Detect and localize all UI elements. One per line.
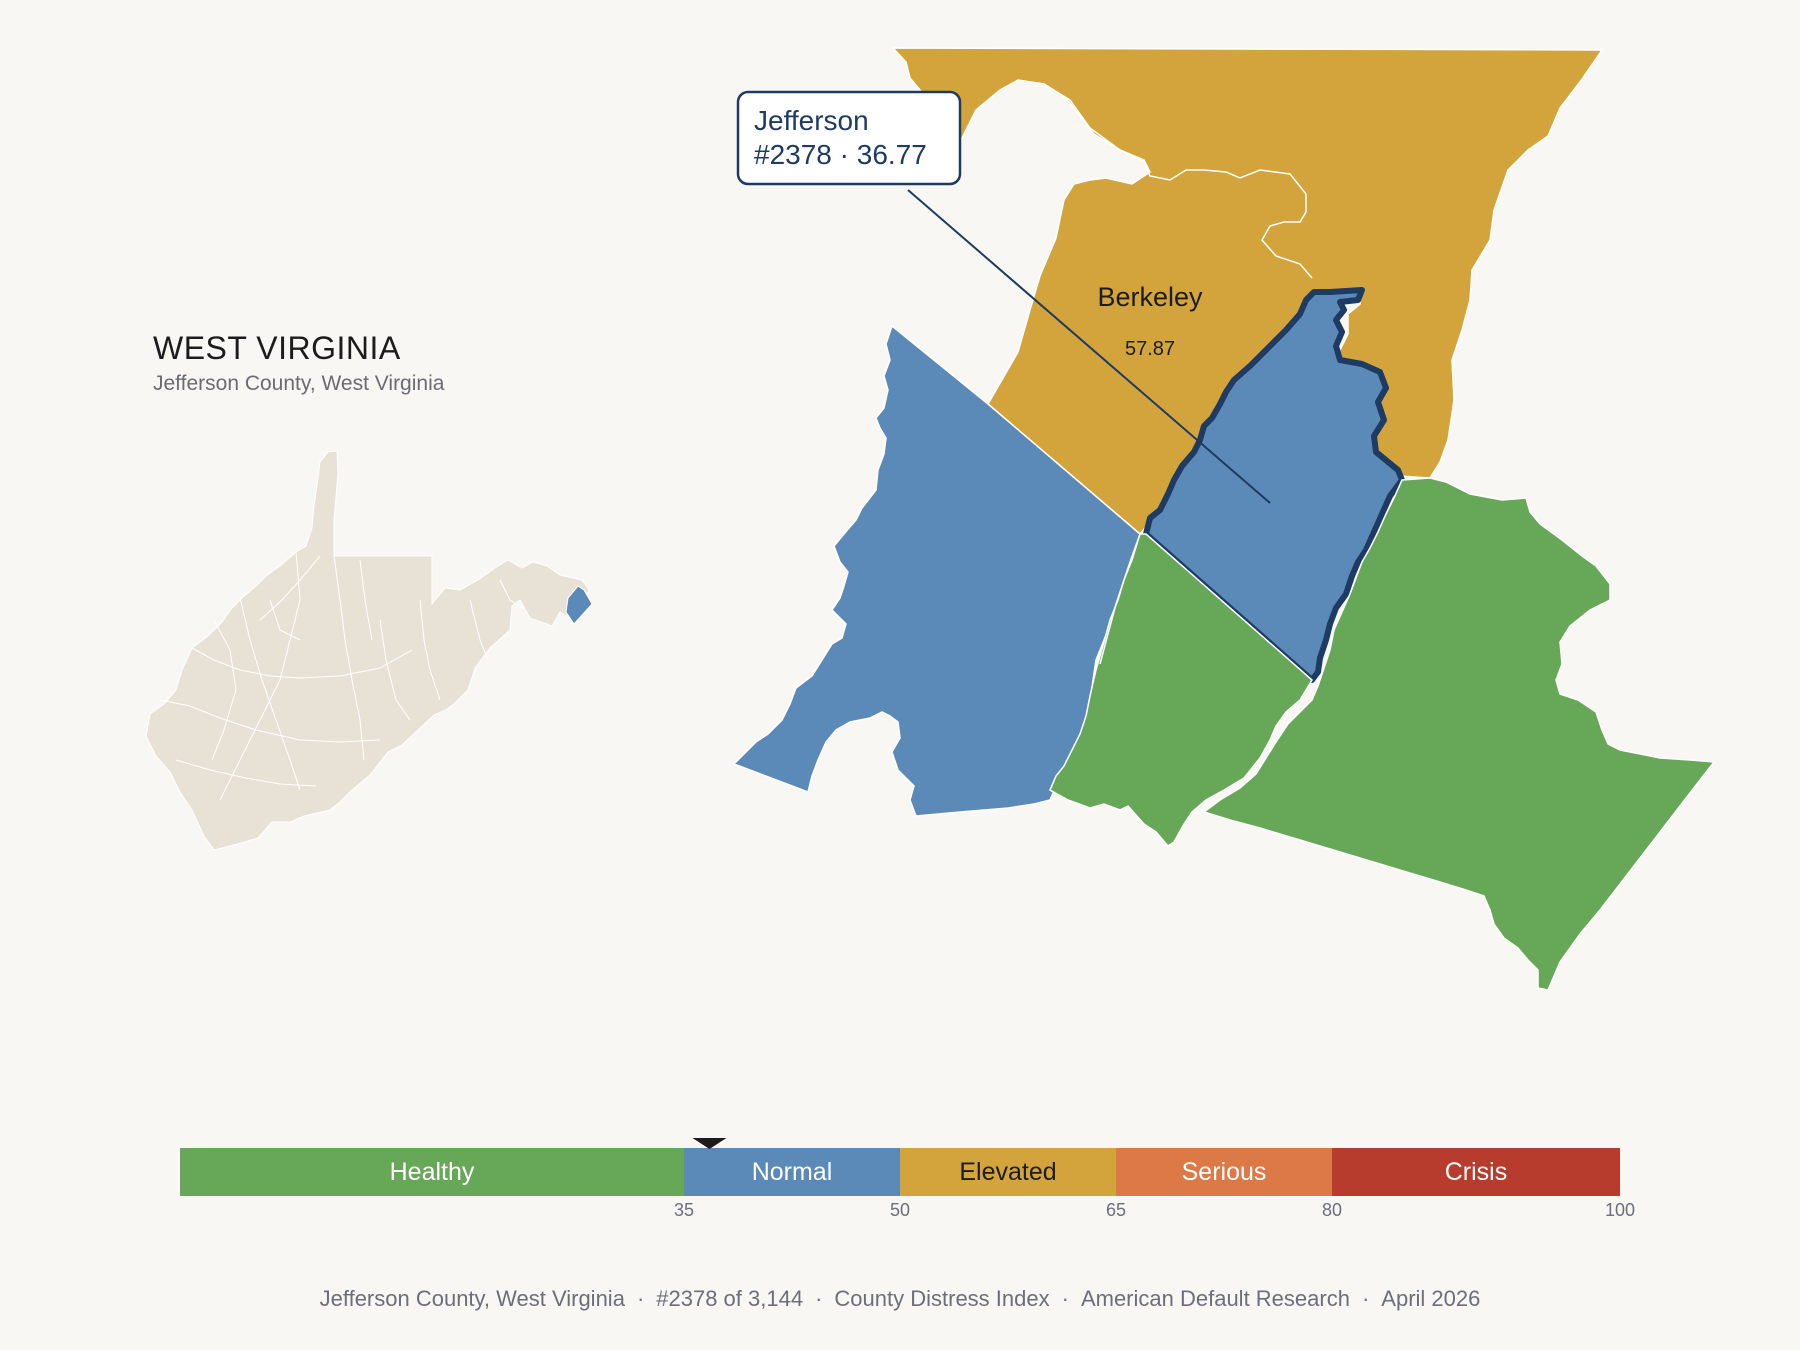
scale-band-healthy [180, 1148, 684, 1196]
scale-tick-label: 65 [1106, 1200, 1126, 1220]
callout-rank-score: #2378 · 36.77 [754, 139, 927, 170]
scale-tick-label: 50 [890, 1200, 910, 1220]
scale-band-label: Elevated [959, 1158, 1056, 1186]
county-borders [159, 551, 527, 801]
scale-band-label: Crisis [1445, 1158, 1508, 1186]
scale-marker-icon [692, 1138, 727, 1149]
river-line [1043, 83, 1313, 279]
state-locator-map [145, 450, 593, 851]
scale-band-normal [684, 1148, 900, 1196]
callout-leader [907, 189, 1271, 504]
state-subtitle: Jefferson County, West Virginia [153, 372, 445, 395]
scale-band-label: Normal [752, 1158, 833, 1186]
scale-band-label: Healthy [390, 1158, 475, 1186]
footer-date: April 2026 [1381, 1286, 1481, 1311]
footer: Jefferson County, West Virginia · #2378 of… [319, 1286, 1481, 1311]
scale-band-elevated [900, 1148, 1116, 1196]
footer-county: Jefferson County, West Virginia [319, 1286, 625, 1311]
county-map [732, 47, 1716, 991]
county-jefferson [1143, 287, 1405, 683]
scale-tick-label: 100 [1605, 1200, 1635, 1220]
scale-band-serious [1116, 1148, 1332, 1196]
footer-org: American Default Research [1080, 1286, 1350, 1311]
callout-box [736, 90, 962, 186]
scale-tick-label: 80 [1322, 1200, 1342, 1220]
callout-name: Jefferson [754, 105, 869, 136]
footer-rank: #2378 of 3,144 [656, 1286, 804, 1311]
state-outline [145, 450, 590, 851]
scale-tick-label: 35 [674, 1200, 694, 1220]
neighbor-label: Berkeley [1097, 282, 1203, 312]
scale-band-crisis [1332, 1148, 1620, 1196]
county-border-line [1099, 533, 1141, 665]
county-south-green-east [1202, 477, 1716, 991]
state-title: WEST VIRGINIA [153, 330, 401, 366]
county-south-green-west [1049, 533, 1313, 847]
footer-index: County Distress Index [834, 1286, 1050, 1311]
neighbor-value: 57.87 [1125, 338, 1175, 360]
scale-band-label: Serious [1182, 1158, 1267, 1186]
distress-scale: Healthy Normal Elevated Serious Crisis 35 50 65… [180, 1138, 1635, 1220]
locator-selected-county [565, 585, 593, 625]
